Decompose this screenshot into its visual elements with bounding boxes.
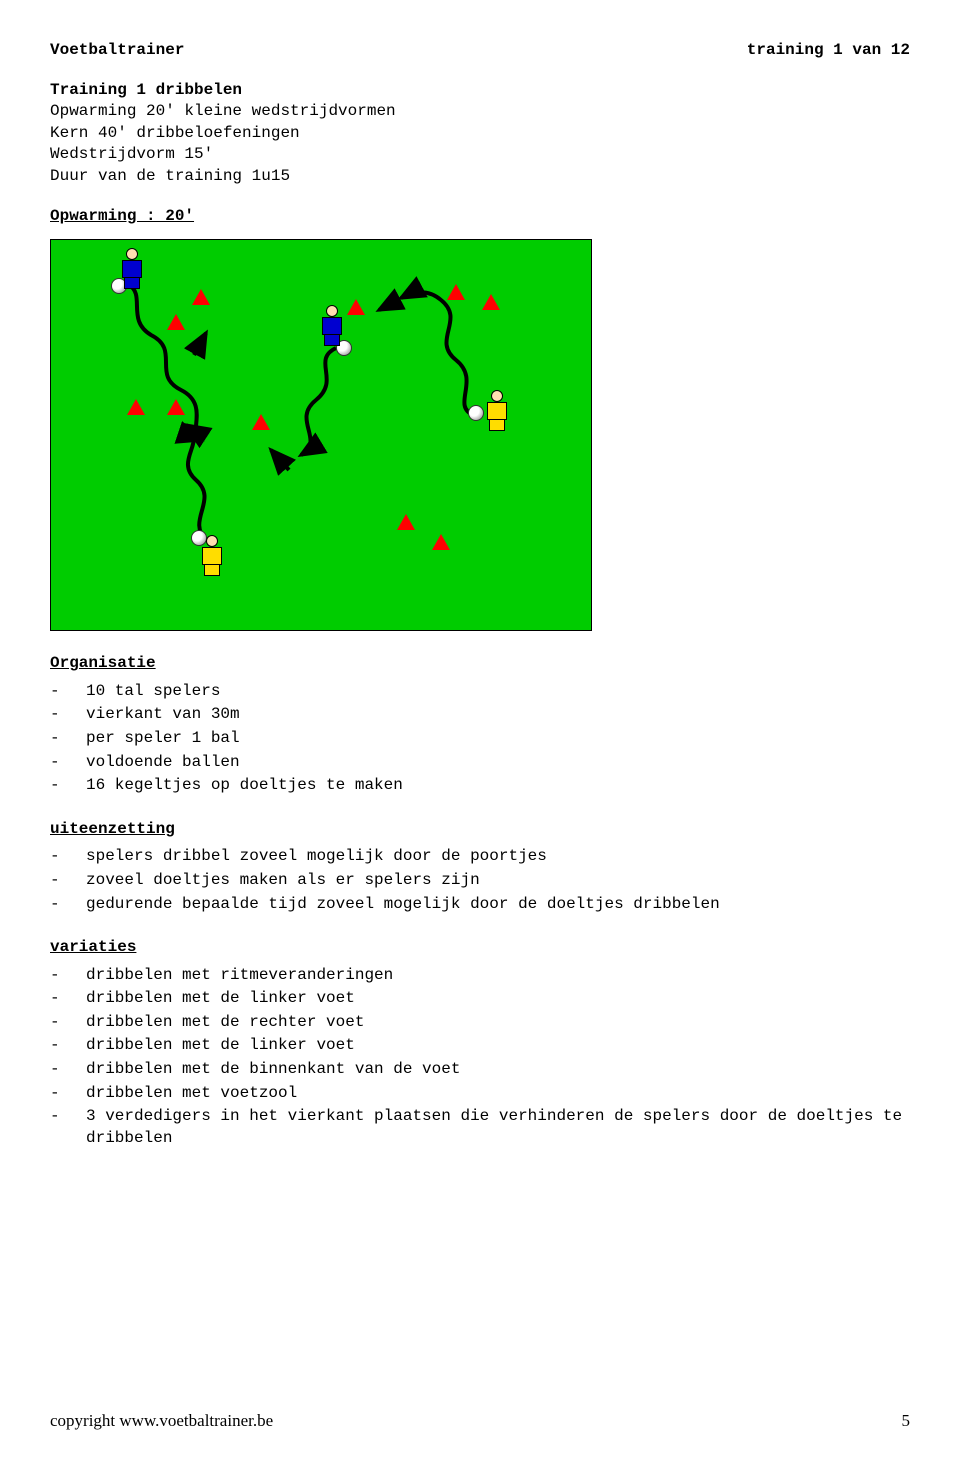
intro-line: Wedstrijdvorm 15' [50,144,910,166]
organisatie-list: 10 tal spelersvierkant van 30mper speler… [50,681,910,797]
footer-page-number: 5 [902,1410,911,1433]
training-title: Training 1 dribbelen [50,80,910,102]
uiteenzetting-list: spelers dribbel zoveel mogelijk door de … [50,846,910,915]
list-item: spelers dribbel zoveel mogelijk door de … [50,846,910,868]
list-item: dribbelen met ritmeveranderingen [50,965,910,987]
list-item: voldoende ballen [50,752,910,774]
player-icon [121,248,143,289]
training-field-diagram [50,239,592,631]
cone-icon [347,299,365,315]
cone-icon [167,399,185,415]
page-footer: copyright www.voetbaltrainer.be 5 [50,1410,910,1433]
cone-icon [167,314,185,330]
cone-icon [127,399,145,415]
list-item: per speler 1 bal [50,728,910,750]
list-item: dribbelen met de binnenkant van de voet [50,1059,910,1081]
list-item: vierkant van 30m [50,704,910,726]
list-item: gedurende bepaalde tijd zoveel mogelijk … [50,894,910,916]
cone-icon [447,284,465,300]
diagram-container [50,239,910,631]
header-left: Voetbaltrainer [50,40,184,62]
list-item: 3 verdedigers in het vierkant plaatsen d… [50,1106,910,1149]
footer-copyright: copyright www.voetbaltrainer.be [50,1410,273,1433]
list-item: dribbelen met de rechter voet [50,1012,910,1034]
player-icon [201,535,223,576]
cone-icon [482,294,500,310]
header-right: training 1 van 12 [747,40,910,62]
variaties-heading: variaties [50,937,910,959]
intro-line: Duur van de training 1u15 [50,166,910,188]
cone-icon [252,414,270,430]
page-header: Voetbaltrainer training 1 van 12 [50,40,910,62]
intro-line: Opwarming 20' kleine wedstrijdvormen [50,101,910,123]
list-item: dribbelen met voetzool [50,1083,910,1105]
player-icon [486,390,508,431]
list-item: 16 kegeltjes op doeltjes te maken [50,775,910,797]
cone-icon [397,514,415,530]
uiteenzetting-heading: uiteenzetting [50,819,910,841]
opwarming-heading: Opwarming : 20' [50,206,910,228]
list-item: dribbelen met de linker voet [50,1035,910,1057]
list-item: zoveel doeltjes maken als er spelers zij… [50,870,910,892]
intro-line: Kern 40' dribbeloefeningen [50,123,910,145]
list-item: dribbelen met de linker voet [50,988,910,1010]
list-item: 10 tal spelers [50,681,910,703]
cone-icon [432,534,450,550]
cone-icon [192,289,210,305]
organisatie-heading: Organisatie [50,653,910,675]
variaties-list: dribbelen met ritmeveranderingendribbele… [50,965,910,1150]
player-icon [321,305,343,346]
